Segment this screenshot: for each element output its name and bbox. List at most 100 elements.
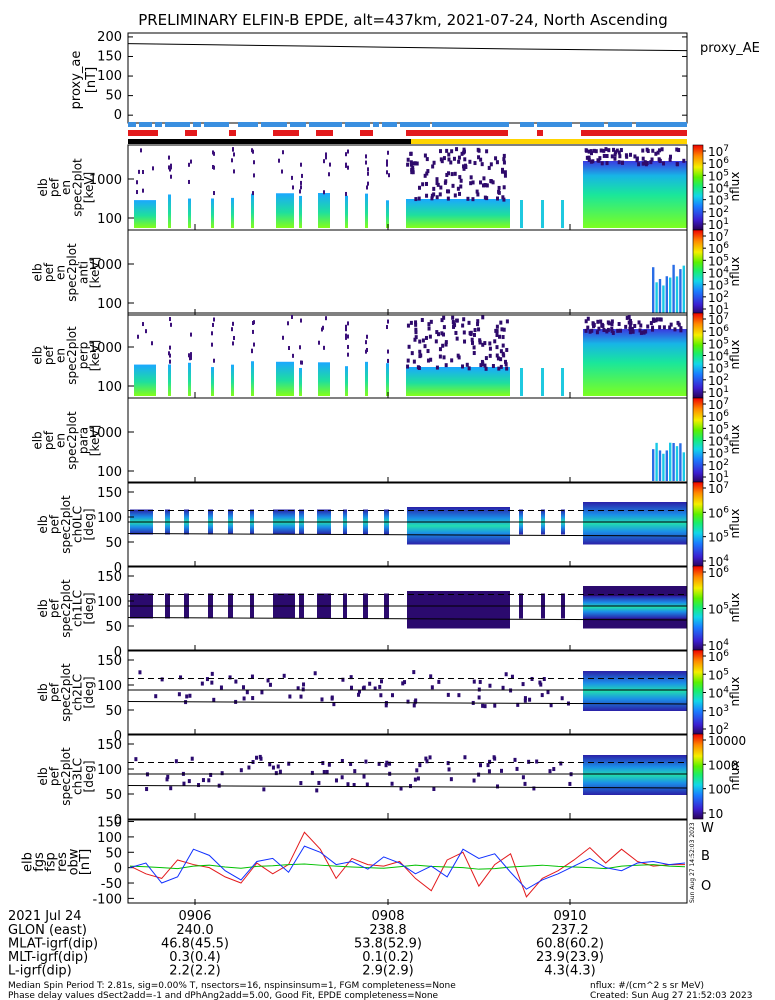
spectrogram-pixel bbox=[489, 162, 493, 167]
spectrogram-pixel bbox=[469, 181, 473, 186]
spectrogram-pixel bbox=[466, 196, 470, 201]
spectrogram-pixel bbox=[409, 162, 413, 167]
pitch-pixel bbox=[488, 683, 492, 688]
proxy-ae-ytick-label: 0 bbox=[114, 108, 122, 123]
spectrogram-pixel bbox=[503, 173, 507, 178]
spectrogram-pixel bbox=[617, 160, 621, 165]
spectrogram-pixel bbox=[502, 160, 506, 165]
spectrogram-pixel bbox=[589, 149, 593, 154]
spectrogram-pixel bbox=[462, 166, 466, 171]
colorbar bbox=[692, 229, 704, 316]
status-bar-red-segment bbox=[273, 130, 299, 136]
spectrogram-pixel bbox=[462, 164, 466, 169]
spectrogram-pixel bbox=[656, 150, 660, 155]
colorbar-tick-label: 106 bbox=[708, 565, 729, 580]
spectrogram-stripe bbox=[561, 200, 564, 228]
footer-line1: Median Spin Period T: 2.81s, sig=0.00% T… bbox=[8, 981, 456, 991]
spectrogram-pixel bbox=[649, 160, 653, 165]
spectrogram-pixel bbox=[481, 183, 485, 188]
spectrogram-pixel bbox=[292, 185, 294, 190]
spectrogram-pixel bbox=[427, 322, 431, 327]
pitch-pixel bbox=[501, 685, 505, 690]
spectrogram-pixel bbox=[432, 160, 436, 165]
spectrogram-pixel bbox=[600, 323, 604, 328]
panel-ytick-label: 1000 bbox=[89, 173, 122, 188]
ephemeris-value: 60.8(60.2) bbox=[536, 937, 604, 952]
spectrogram-pixel bbox=[253, 173, 255, 178]
pitch-pixel bbox=[201, 778, 205, 783]
time-tick-label: 0906 bbox=[178, 909, 211, 924]
spectrogram-pixel bbox=[471, 197, 475, 202]
panel-frame bbox=[127, 565, 688, 652]
spectrogram-pixel bbox=[478, 340, 482, 345]
spectrogram-pixel bbox=[445, 148, 449, 153]
pitch-pixel bbox=[406, 699, 410, 704]
proxy-ae-ytick-label: 200 bbox=[97, 30, 122, 45]
figure-title: PRELIMINARY ELFIN-B EPDE, alt=437km, 202… bbox=[138, 11, 668, 29]
status-bar-red-segment bbox=[537, 130, 543, 136]
spectrogram-pixel bbox=[406, 358, 410, 363]
colorbar-label: nflux bbox=[728, 593, 742, 623]
spectrogram-spike bbox=[662, 285, 665, 313]
spectrogram-pixel bbox=[365, 340, 367, 345]
pitch-pixel bbox=[504, 672, 508, 677]
pitch-pixel bbox=[416, 776, 420, 781]
spectrogram-pixel bbox=[604, 147, 608, 152]
panel-ytick-label: 0 bbox=[114, 813, 122, 828]
spectrogram-pixel bbox=[436, 332, 440, 337]
colorbar-tick-label: 104 bbox=[708, 349, 729, 364]
spectrogram-pixel bbox=[586, 325, 590, 330]
status-bar-red-segment bbox=[229, 130, 236, 136]
spectrogram-pixel bbox=[500, 327, 504, 332]
spectrogram-pixel bbox=[599, 319, 603, 324]
pitch-pixel bbox=[282, 673, 286, 678]
spectrogram-pixel bbox=[592, 148, 596, 153]
spectrogram-pixel bbox=[345, 333, 347, 338]
colorbar-tick-label: 102 bbox=[708, 458, 729, 473]
pitch-pixel bbox=[549, 703, 553, 708]
pitch-band-core bbox=[583, 596, 687, 619]
status-bar-blue-segment bbox=[432, 122, 509, 127]
spectrogram-pixel bbox=[142, 322, 144, 327]
spectrogram-pixel bbox=[502, 153, 506, 158]
spectrogram-pixel bbox=[629, 321, 633, 326]
proxy-ae-ytick-label: 100 bbox=[97, 69, 122, 84]
panel-ylabel: elbpefspec2plotch3LC[deg] bbox=[36, 747, 96, 806]
spectrogram-pixel bbox=[417, 196, 421, 201]
spectrogram-spike bbox=[669, 277, 672, 313]
spectrogram-pixel bbox=[136, 180, 138, 185]
spectrogram-spike bbox=[669, 442, 672, 481]
fgs-frame bbox=[127, 819, 688, 904]
spectrogram-pixel bbox=[473, 161, 477, 166]
spectrogram-pixel bbox=[495, 160, 499, 165]
spectrogram-pixel bbox=[282, 335, 284, 340]
spectrogram-pixel bbox=[432, 192, 436, 197]
spectrogram-pixel bbox=[412, 359, 416, 364]
status-bar-red-segment bbox=[581, 130, 687, 136]
pitch-pixel bbox=[250, 674, 254, 679]
spectrogram-stripe bbox=[520, 368, 523, 396]
panel-ytick-label: 50 bbox=[105, 704, 122, 719]
spectrogram-spike bbox=[652, 267, 655, 313]
spectrogram-pixel bbox=[406, 157, 410, 162]
spectrogram-pixel bbox=[650, 157, 654, 162]
pitch-pixel bbox=[268, 762, 272, 767]
spectrogram-stripe bbox=[541, 200, 544, 228]
loss-cone-line bbox=[127, 533, 688, 537]
spectrogram-pixel bbox=[435, 365, 439, 370]
spectrogram-stripe bbox=[345, 366, 348, 396]
footer: Median Spin Period T: 2.81s, sig=0.00% T… bbox=[8, 981, 752, 1000]
spectrogram-pixel bbox=[605, 154, 609, 159]
spectrogram-pixel bbox=[414, 197, 418, 202]
spectrogram-pixel bbox=[455, 318, 459, 323]
spectrogram-pixel bbox=[414, 327, 418, 332]
spectrogram-pixel bbox=[387, 150, 389, 155]
spectrogram-pixel bbox=[409, 160, 413, 165]
spectrogram-pixel bbox=[347, 352, 349, 357]
spectrogram-pixel bbox=[482, 176, 486, 181]
spectrogram-pixel bbox=[630, 326, 634, 331]
spectrogram-pixel bbox=[613, 156, 617, 161]
pitch-pixel bbox=[378, 684, 382, 689]
spectrogram-pixel bbox=[318, 340, 320, 345]
pitch-pixel bbox=[210, 680, 214, 685]
